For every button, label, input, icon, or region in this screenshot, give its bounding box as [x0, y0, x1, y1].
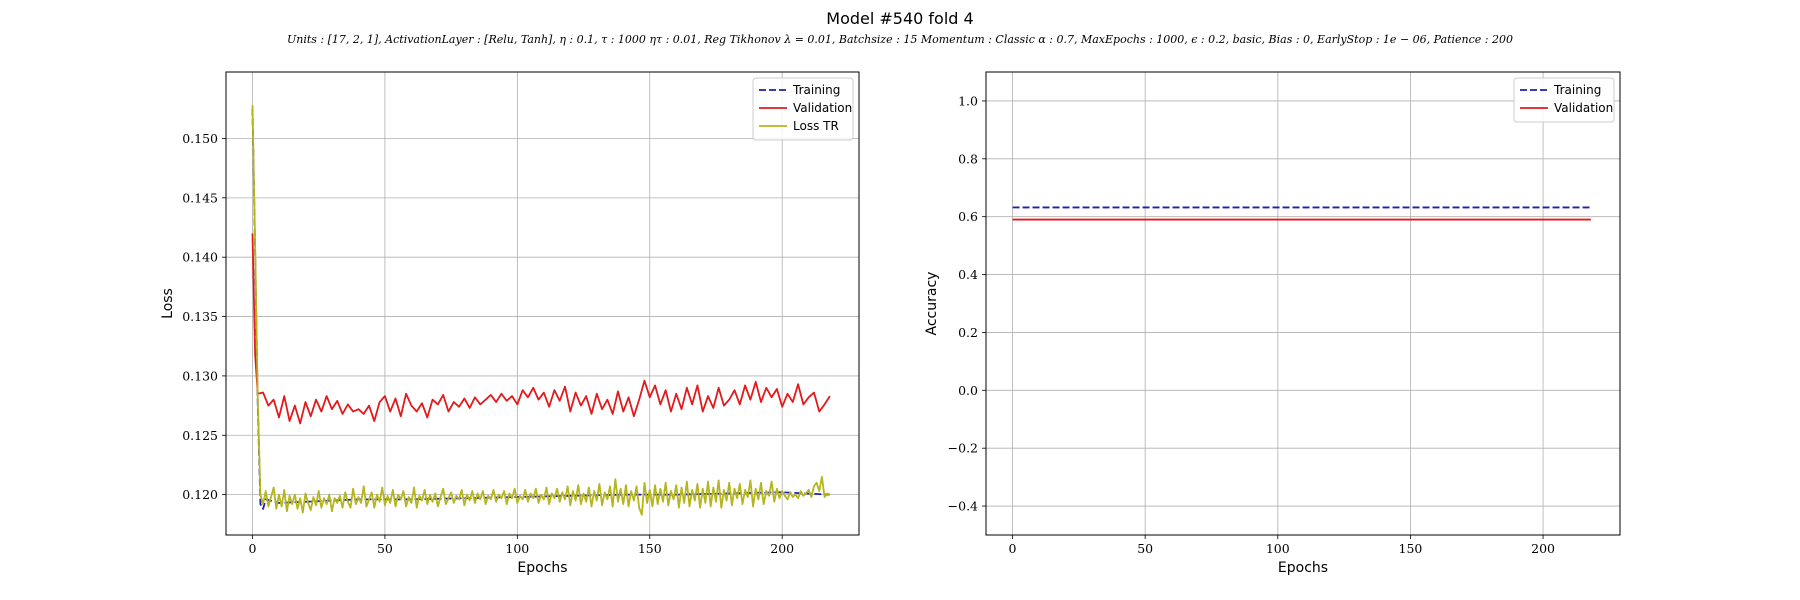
accuracy-legend: Training Validation — [1513, 77, 1615, 123]
accuracy-legend-box — [1513, 77, 1615, 123]
loss-xtick-label: 100 — [505, 541, 529, 556]
loss-ylabel: Loss — [160, 288, 176, 319]
loss-legend-box — [752, 77, 854, 141]
accuracy-ytick-label: 1.0 — [958, 93, 978, 108]
loss-series-training — [251, 108, 830, 510]
accuracy-ytick-label: 0.6 — [958, 209, 978, 224]
loss-xtick-label: 50 — [377, 541, 393, 556]
accuracy-ytick-label: −0.4 — [948, 499, 978, 514]
accuracy-chart: 0 50 100 150 200 −0.4 −0.2 0.0 0.2 0.4 0.6 0.8 1.0 Ep… — [924, 71, 1621, 576]
accuracy-legend-label: Training — [1553, 83, 1601, 97]
loss-ytick-label: 0.135 — [182, 309, 218, 324]
accuracy-xlabel: Epochs — [1278, 560, 1328, 576]
accuracy-ytick-label: 0.2 — [958, 325, 978, 340]
loss-legend-label: Training — [792, 83, 840, 97]
loss-xtick-label: 200 — [770, 541, 794, 556]
figure-subtitle: Units : [17, 2, 1], ActivationLayer : [R… — [287, 33, 1513, 46]
accuracy-ytick-label: 0.4 — [958, 267, 978, 282]
loss-chart: 0 50 100 150 200 0.120 0.125 0.130 0.135 0.140 0.1… — [160, 71, 860, 576]
accuracy-xtick-label: 0 — [1009, 541, 1017, 556]
loss-ytick-label: 0.120 — [182, 487, 218, 502]
accuracy-xtick-label: 200 — [1531, 541, 1555, 556]
accuracy-xtick-label: 100 — [1266, 541, 1290, 556]
accuracy-axes-frame — [985, 71, 1621, 536]
accuracy-ytick-label: 0.8 — [958, 151, 978, 166]
loss-ytick-label: 0.140 — [182, 250, 218, 265]
loss-ytick-label: 0.150 — [182, 131, 218, 146]
loss-xlabel: Epochs — [517, 560, 567, 576]
accuracy-ylabel: Accuracy — [924, 272, 940, 336]
accuracy-legend-label: Validation — [1554, 101, 1613, 115]
loss-series-loss-tr — [251, 105, 831, 516]
loss-ytick-label: 0.125 — [182, 428, 218, 443]
loss-legend-label: Validation — [793, 101, 852, 115]
figure-title: Model #540 fold 4 — [826, 9, 973, 28]
accuracy-ytick-label: 0.0 — [958, 383, 978, 398]
loss-ytick-label: 0.130 — [182, 368, 218, 383]
loss-xtick-label: 0 — [249, 541, 257, 556]
accuracy-xtick-label: 150 — [1399, 541, 1423, 556]
loss-legend-label: Loss TR — [793, 119, 839, 133]
accuracy-ytick-label: −0.2 — [948, 441, 978, 456]
loss-xtick-label: 150 — [638, 541, 662, 556]
loss-series-validation — [251, 233, 831, 425]
loss-ytick-label: 0.145 — [182, 190, 218, 205]
loss-legend: Training Validation Loss TR — [752, 77, 854, 141]
accuracy-xtick-label: 50 — [1137, 541, 1153, 556]
loss-axes-frame — [225, 71, 860, 536]
